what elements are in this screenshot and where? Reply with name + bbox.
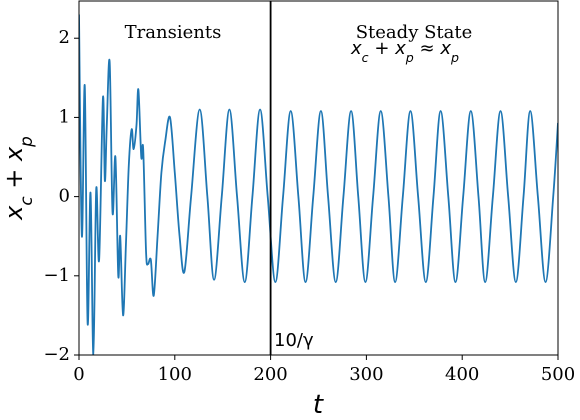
y-axis-label: xc + xp xyxy=(0,136,36,221)
x-tick-label: 100 xyxy=(158,364,192,385)
x-tick-label: 300 xyxy=(349,364,383,385)
y-tick-label: 2 xyxy=(59,27,70,48)
x-tick-label: 0 xyxy=(73,364,84,385)
x-tick-label: 500 xyxy=(541,364,575,385)
plot-area xyxy=(79,14,558,355)
x-tick-label: 400 xyxy=(445,364,479,385)
axes-frame xyxy=(78,0,559,356)
x-axis-label: t xyxy=(313,390,324,420)
annotation: 10/γ xyxy=(274,330,314,351)
y-tick-label: 0 xyxy=(59,186,70,207)
annotation: Steady State xyxy=(356,22,473,43)
x-tick-label: 200 xyxy=(253,364,287,385)
y-tick-label: −1 xyxy=(43,265,70,286)
annotation: xc + xp ≈ xp xyxy=(350,38,459,65)
data-line xyxy=(79,14,558,355)
y-tick-label: 1 xyxy=(59,106,70,127)
y-tick-label: −2 xyxy=(43,344,70,365)
annotation: Transients xyxy=(125,22,222,43)
